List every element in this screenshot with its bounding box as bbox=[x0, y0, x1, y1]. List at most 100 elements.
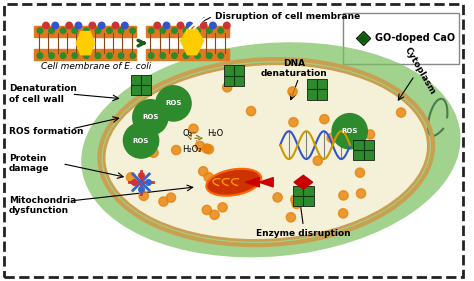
Text: O₂⁻: O₂⁻ bbox=[182, 129, 197, 138]
Circle shape bbox=[396, 108, 406, 117]
Circle shape bbox=[130, 53, 136, 58]
Circle shape bbox=[289, 117, 298, 127]
Ellipse shape bbox=[81, 42, 461, 257]
Bar bbox=[35, 26, 137, 37]
Circle shape bbox=[149, 148, 158, 157]
Circle shape bbox=[72, 53, 78, 58]
Circle shape bbox=[246, 106, 256, 116]
Circle shape bbox=[327, 133, 337, 142]
Circle shape bbox=[37, 53, 43, 58]
Circle shape bbox=[202, 144, 211, 153]
Polygon shape bbox=[294, 175, 313, 189]
Circle shape bbox=[172, 28, 177, 33]
Circle shape bbox=[206, 28, 212, 33]
Circle shape bbox=[159, 197, 168, 206]
Circle shape bbox=[204, 173, 213, 182]
Circle shape bbox=[107, 53, 112, 58]
Polygon shape bbox=[181, 29, 204, 55]
Circle shape bbox=[202, 205, 211, 215]
Circle shape bbox=[195, 53, 201, 58]
Circle shape bbox=[292, 199, 301, 209]
FancyBboxPatch shape bbox=[224, 65, 244, 86]
Circle shape bbox=[239, 178, 249, 187]
Circle shape bbox=[139, 191, 148, 200]
Text: Enzyme disruption: Enzyme disruption bbox=[256, 229, 351, 238]
Circle shape bbox=[218, 28, 224, 33]
Circle shape bbox=[83, 53, 89, 58]
Text: Denaturation
of cell wall: Denaturation of cell wall bbox=[9, 84, 77, 104]
Circle shape bbox=[339, 191, 348, 200]
Circle shape bbox=[127, 173, 136, 182]
Circle shape bbox=[183, 28, 189, 33]
Text: Cell membrane of E. coli: Cell membrane of E. coli bbox=[41, 62, 152, 71]
Circle shape bbox=[95, 28, 100, 33]
Circle shape bbox=[210, 210, 219, 219]
Text: Mitochondria
dysfunction: Mitochondria dysfunction bbox=[9, 196, 76, 215]
Circle shape bbox=[195, 141, 205, 151]
Polygon shape bbox=[359, 35, 368, 42]
Circle shape bbox=[123, 123, 159, 158]
Text: ROS formation: ROS formation bbox=[9, 127, 83, 136]
Circle shape bbox=[177, 22, 184, 29]
Text: ROS: ROS bbox=[142, 114, 158, 120]
Circle shape bbox=[210, 22, 216, 29]
Circle shape bbox=[224, 22, 230, 29]
Circle shape bbox=[66, 22, 73, 29]
FancyBboxPatch shape bbox=[354, 140, 374, 160]
Polygon shape bbox=[76, 31, 95, 55]
Circle shape bbox=[49, 28, 55, 33]
Circle shape bbox=[313, 156, 322, 165]
Circle shape bbox=[156, 86, 191, 121]
Circle shape bbox=[148, 53, 154, 58]
Text: ROS: ROS bbox=[342, 128, 358, 134]
Circle shape bbox=[273, 193, 282, 202]
Circle shape bbox=[118, 28, 124, 33]
FancyBboxPatch shape bbox=[307, 79, 328, 100]
Circle shape bbox=[204, 144, 214, 154]
Circle shape bbox=[99, 22, 105, 29]
Circle shape bbox=[227, 180, 236, 190]
Circle shape bbox=[199, 167, 208, 176]
Circle shape bbox=[201, 22, 207, 29]
Text: H₂O: H₂O bbox=[207, 129, 223, 138]
Circle shape bbox=[160, 28, 165, 33]
Bar bbox=[146, 49, 229, 60]
Circle shape bbox=[218, 203, 227, 212]
Circle shape bbox=[60, 53, 66, 58]
Circle shape bbox=[223, 83, 232, 92]
Circle shape bbox=[52, 22, 58, 29]
Circle shape bbox=[218, 53, 224, 58]
Polygon shape bbox=[356, 31, 371, 46]
Text: H₂O₂: H₂O₂ bbox=[182, 145, 202, 154]
Text: Cytoplasm: Cytoplasm bbox=[402, 46, 437, 96]
Circle shape bbox=[121, 22, 128, 29]
Circle shape bbox=[332, 114, 367, 149]
Bar bbox=[146, 26, 229, 37]
Circle shape bbox=[155, 104, 164, 113]
FancyBboxPatch shape bbox=[131, 75, 151, 95]
Circle shape bbox=[286, 213, 296, 222]
Circle shape bbox=[356, 168, 365, 177]
Circle shape bbox=[320, 115, 329, 124]
Circle shape bbox=[160, 53, 165, 58]
Circle shape bbox=[338, 209, 348, 218]
Ellipse shape bbox=[104, 64, 428, 241]
Text: Disruption of cell membrane: Disruption of cell membrane bbox=[215, 12, 361, 21]
Circle shape bbox=[189, 124, 198, 133]
Circle shape bbox=[288, 87, 297, 96]
Polygon shape bbox=[259, 178, 273, 187]
Circle shape bbox=[49, 53, 55, 58]
Bar bbox=[35, 49, 137, 60]
Circle shape bbox=[75, 22, 82, 29]
Circle shape bbox=[183, 53, 189, 58]
Circle shape bbox=[172, 53, 177, 58]
Circle shape bbox=[130, 28, 136, 33]
FancyBboxPatch shape bbox=[293, 186, 313, 206]
Ellipse shape bbox=[206, 169, 261, 196]
Circle shape bbox=[164, 22, 170, 29]
Text: ROS: ROS bbox=[133, 137, 149, 144]
FancyBboxPatch shape bbox=[343, 13, 459, 64]
Polygon shape bbox=[246, 178, 259, 187]
Circle shape bbox=[365, 130, 374, 139]
Circle shape bbox=[107, 28, 112, 33]
